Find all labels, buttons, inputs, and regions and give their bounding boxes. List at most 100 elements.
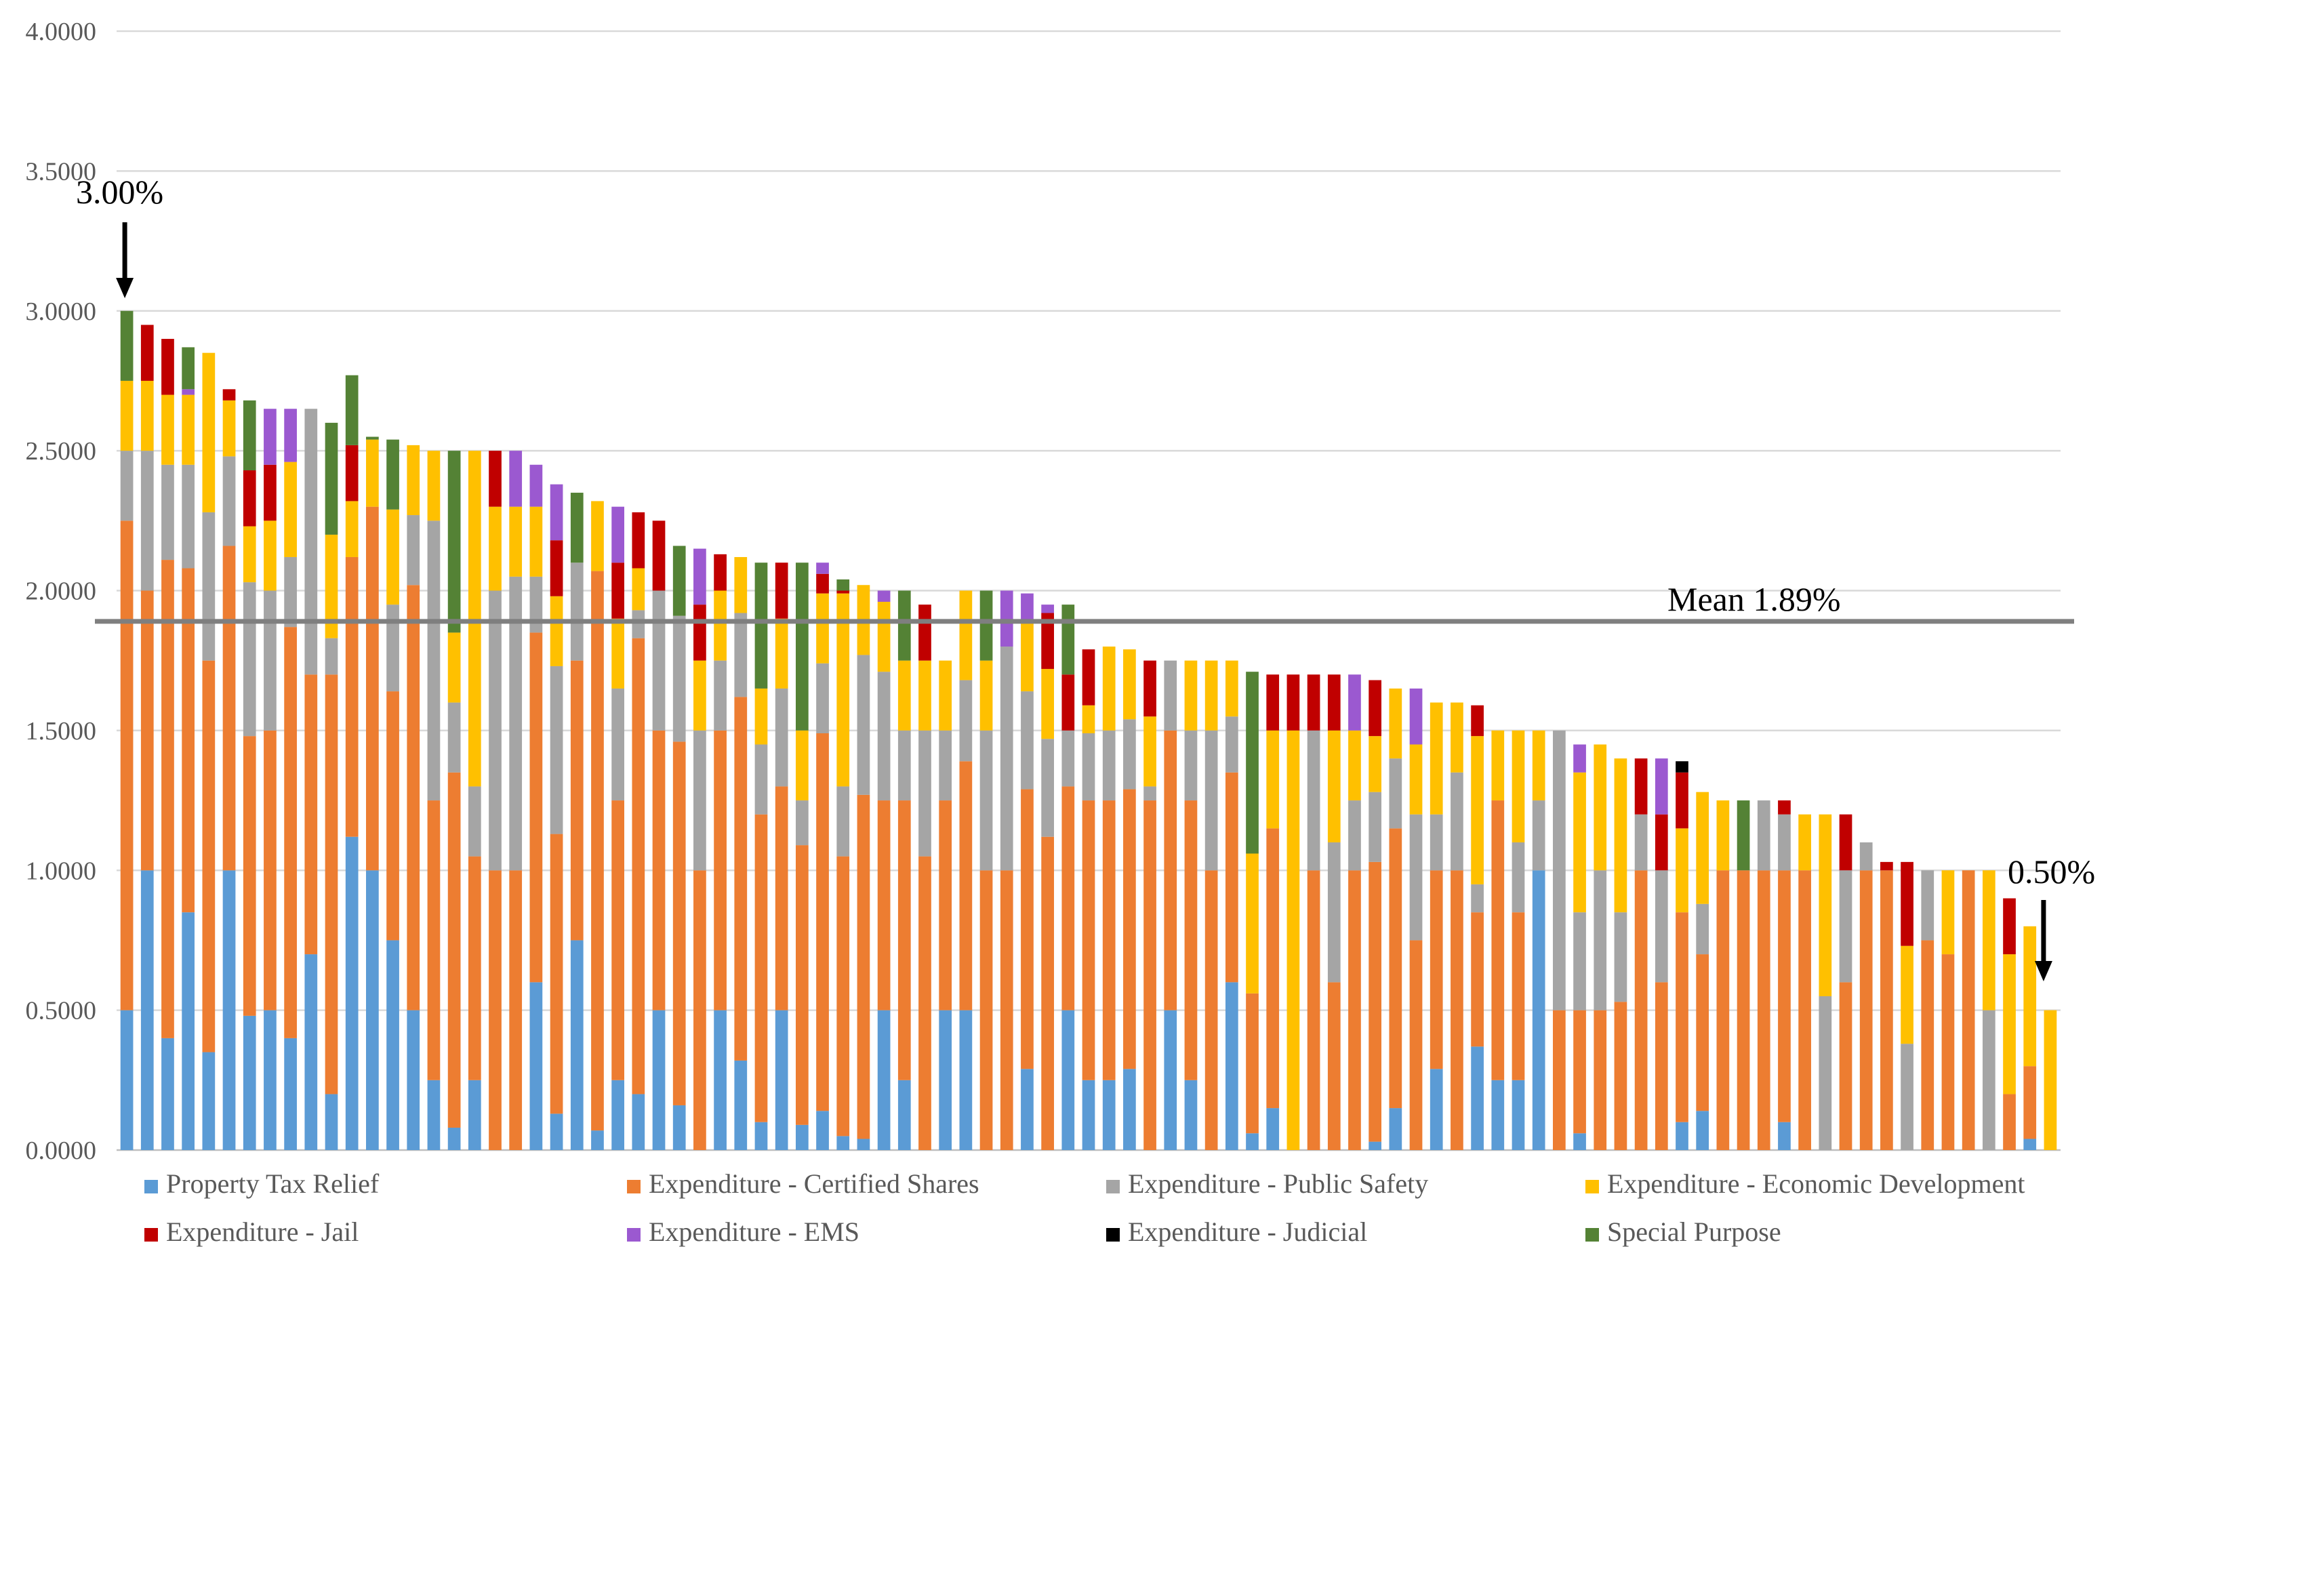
- legend-item-ems: Expenditure - EMS: [627, 1216, 859, 1247]
- bar-segment-ed: [1266, 730, 1280, 829]
- bar-segment-ps: [1184, 730, 1198, 801]
- bar-segment-ptr: [386, 940, 399, 1150]
- bar-segment-ptr: [1184, 1080, 1198, 1150]
- bar-segment-jail: [1634, 758, 1648, 815]
- bar-segment-ptr: [754, 1122, 768, 1150]
- bar-14: [386, 439, 399, 1150]
- legend-item-ed: Expenditure - Economic Development: [1585, 1168, 2025, 1199]
- bar-23: [570, 493, 584, 1150]
- bar-segment-sp: [570, 493, 584, 563]
- bar-segment-sp: [1061, 605, 1075, 675]
- bar-93: [2003, 898, 2016, 1150]
- bar-segment-ed: [1286, 730, 1300, 1150]
- bar-segment-cs: [1859, 870, 1873, 1150]
- bar-segment-ed: [1491, 730, 1505, 801]
- bar-segment-ptr: [366, 870, 379, 1150]
- bar-segment-cs: [1389, 828, 1402, 1109]
- bar-segment-ps: [1696, 903, 1709, 955]
- bar-segment-ps: [550, 666, 563, 834]
- bar-segment-ptr: [304, 954, 318, 1150]
- bar-segment-jail: [1471, 705, 1484, 737]
- bar-segment-cs: [1225, 772, 1238, 983]
- bar-75: [1634, 758, 1648, 1150]
- bar-segment-ps: [632, 610, 645, 638]
- bar-segment-cs: [816, 733, 829, 1111]
- bar-segment-jail: [1778, 800, 1791, 815]
- bar-segment-ed: [816, 593, 829, 663]
- y-tick-label: 2.0000: [26, 577, 97, 606]
- bar-12: [345, 375, 359, 1150]
- bar-segment-ed: [1082, 705, 1095, 734]
- bar-segment-ptr: [795, 1124, 809, 1150]
- bar-segment-ed: [1819, 814, 1832, 996]
- bar-segment-cs: [877, 800, 891, 1010]
- bar-segment-cs: [1307, 870, 1320, 1150]
- bar-segment-jail: [632, 512, 645, 569]
- bar-segment-ed: [550, 596, 563, 666]
- bar-segment-ptr: [591, 1130, 604, 1150]
- bar-segment-ps: [1901, 1044, 1913, 1150]
- bar-segment-sp: [979, 590, 993, 661]
- bar-57: [1266, 674, 1280, 1150]
- bar-64: [1409, 688, 1423, 1150]
- bar-39: [897, 590, 911, 1150]
- bar-segment-ps: [959, 680, 973, 762]
- bar-segment-ptr: [222, 870, 236, 1150]
- bar-82: [1778, 800, 1791, 1150]
- bar-segment-ps: [1041, 739, 1054, 837]
- legend-label: Expenditure - EMS: [649, 1216, 859, 1247]
- bar-segment-cs: [1000, 870, 1013, 1150]
- bar-77: [1676, 761, 1688, 1150]
- bar-segment-sp: [386, 439, 399, 510]
- bar-segment-jail: [140, 325, 154, 381]
- bar-segment-ps: [918, 730, 931, 857]
- bar-65: [1430, 702, 1443, 1150]
- bar-53: [1184, 660, 1198, 1150]
- bar-segment-jail: [1880, 861, 1893, 871]
- bar-segment-ptr: [775, 1010, 788, 1150]
- bar-segment-jail: [264, 464, 277, 521]
- y-tick-label: 3.0000: [26, 298, 97, 326]
- bar-segment-jail: [1901, 861, 1913, 946]
- bar-segment-sp: [1737, 800, 1750, 871]
- bar-segment-cs: [1798, 870, 1811, 1150]
- bar-segment-ptr: [1021, 1069, 1034, 1150]
- bar-segment-ed: [468, 451, 481, 787]
- bar-segment-ed: [1594, 744, 1607, 871]
- bar-segment-jail: [816, 573, 829, 594]
- bar-segment-ptr: [1369, 1141, 1382, 1150]
- bar-segment-ems: [1348, 674, 1361, 731]
- bar-segment-cs: [939, 800, 952, 1010]
- mean-line-group: Mean 1.89%: [95, 580, 2074, 624]
- bar-segment-ems: [611, 506, 625, 563]
- bar-segment-ptr: [672, 1105, 686, 1150]
- bar-segment-sp: [1246, 672, 1259, 854]
- bar-segment-ptr: [1082, 1080, 1095, 1150]
- bar-5: [202, 352, 216, 1150]
- bar-segment-ed: [611, 618, 625, 689]
- legend: Property Tax Relief Expenditure - Certifi…: [144, 1168, 2025, 1247]
- bar-45: [1021, 593, 1034, 1150]
- bar-segment-jail: [222, 389, 236, 401]
- bar-41: [939, 660, 952, 1150]
- bar-segment-ed: [1532, 730, 1545, 801]
- bar-segment-cs: [1102, 800, 1116, 1080]
- bar-segment-ed: [714, 590, 727, 661]
- bar-segment-ptr: [529, 982, 543, 1150]
- bar-segment-ps: [1573, 912, 1586, 1010]
- bar-segment-ed: [1225, 660, 1238, 717]
- bar-segment-jail: [1041, 613, 1054, 670]
- bar-54: [1204, 660, 1218, 1150]
- bar-segment-ptr: [1512, 1080, 1525, 1150]
- bar-segment-ps: [1594, 870, 1607, 1010]
- bar-segment-cs: [1164, 730, 1177, 1010]
- bar-segment-ed: [877, 602, 891, 672]
- bar-segment-ptr: [611, 1080, 625, 1150]
- bar-segment-ps: [1614, 912, 1627, 1002]
- bar-segment-ed: [632, 568, 645, 611]
- bar-segment-ps: [304, 409, 318, 675]
- y-tick-label: 0.5000: [26, 997, 97, 1025]
- bar-segment-ed: [897, 660, 911, 731]
- bar-segment-ems: [529, 464, 543, 507]
